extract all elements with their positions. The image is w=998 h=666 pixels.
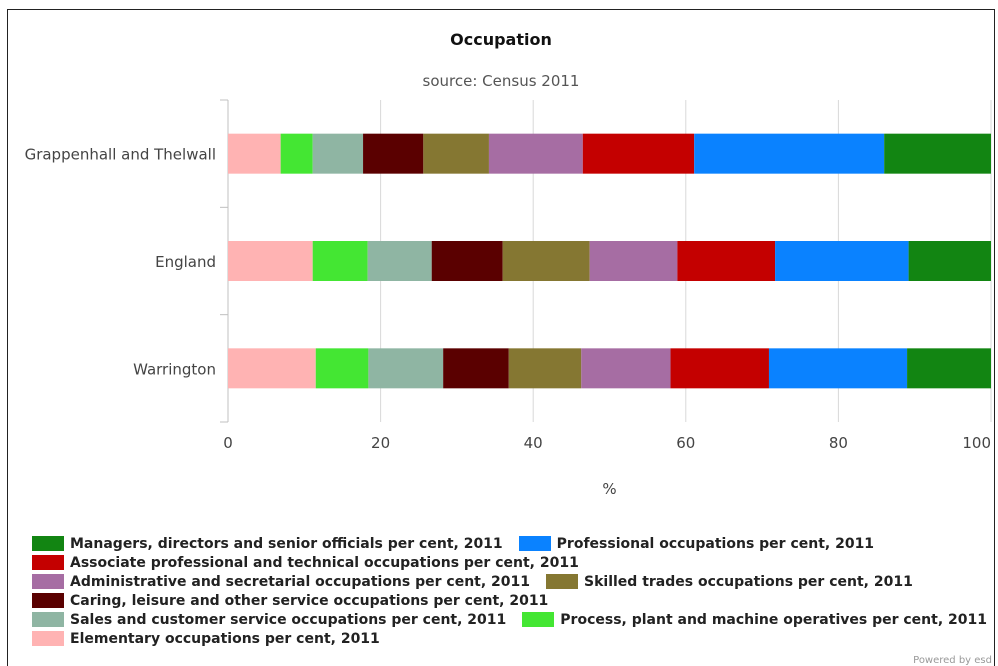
chart-title: Occupation xyxy=(450,30,552,49)
legend-item[interactable]: Associate professional and technical occ… xyxy=(32,555,579,571)
legend-label: Sales and customer service occupations p… xyxy=(70,611,507,628)
legend-item[interactable]: Process, plant and machine operatives pe… xyxy=(522,612,987,628)
legend-row: Sales and customer service occupations p… xyxy=(32,610,992,629)
legend-item[interactable]: Caring, leisure and other service occupa… xyxy=(32,593,548,609)
legend-item[interactable]: Sales and customer service occupations p… xyxy=(32,612,506,628)
category-label: England xyxy=(155,253,216,271)
legend-item[interactable]: Elementary occupations per cent, 2011 xyxy=(32,631,380,647)
chart-frame: Occupation source: Census 2011 Grappenha… xyxy=(7,9,995,666)
bar-segment xyxy=(367,241,432,281)
bar-segment xyxy=(280,133,313,174)
legend-label: Process, plant and machine operatives pe… xyxy=(560,611,987,628)
bar-segment xyxy=(908,241,991,281)
bar-segment xyxy=(363,133,424,174)
bar-segment xyxy=(228,348,316,389)
powered-by-credit: Powered by esd xyxy=(913,655,992,666)
x-tick-label: 20 xyxy=(371,434,390,452)
legend-label: Administrative and secretarial occupatio… xyxy=(70,573,531,590)
bar-segment xyxy=(775,241,909,281)
bar-segment xyxy=(670,348,769,389)
legend-swatch xyxy=(522,612,555,627)
legend-item[interactable]: Professional occupations per cent, 2011 xyxy=(518,535,875,552)
legend-label: Elementary occupations per cent, 2011 xyxy=(70,630,380,647)
legend-label: Caring, leisure and other service occupa… xyxy=(70,592,549,609)
bar-segment xyxy=(694,133,885,174)
x-tick-label: 60 xyxy=(676,434,695,452)
legend-item[interactable]: Skilled trades occupations per cent, 201… xyxy=(546,574,913,590)
legend-item[interactable]: Managers, directors and senior officials… xyxy=(32,536,503,552)
category-label: Warrington xyxy=(133,360,216,378)
bar-segment xyxy=(228,241,313,281)
legend-row: Administrative and secretarial occupatio… xyxy=(32,572,992,591)
legend-item[interactable]: Administrative and secretarial occupatio… xyxy=(32,574,530,590)
bar-segment xyxy=(589,241,678,281)
chart-plot: Grappenhall and Thelwall England Warringto… xyxy=(25,99,992,498)
bar-segment xyxy=(768,348,908,389)
legend-label: Associate professional and technical occ… xyxy=(70,554,579,571)
bar-segment xyxy=(581,348,671,389)
bar-segment xyxy=(368,348,444,389)
legend-label: Managers, directors and senior officials… xyxy=(70,535,503,552)
x-tick-label: 0 xyxy=(223,434,233,452)
bar-segment xyxy=(312,241,368,281)
legend-swatch xyxy=(32,593,64,608)
bar-segment xyxy=(508,348,582,389)
legend-swatch xyxy=(518,536,551,551)
legend-label: Skilled trades occupations per cent, 201… xyxy=(584,573,913,590)
bar-segment xyxy=(423,133,489,174)
bar-segment xyxy=(315,348,369,389)
bar-segment xyxy=(443,348,509,389)
bar-segment xyxy=(502,241,590,281)
bar-segment xyxy=(431,241,503,281)
bar-segment xyxy=(228,133,281,174)
bar-segment xyxy=(582,133,695,174)
legend-row: Associate professional and technical occ… xyxy=(32,553,992,572)
x-tick-label: 40 xyxy=(524,434,543,452)
bar-segment xyxy=(488,133,583,174)
legend-row: Managers, directors and senior officials… xyxy=(32,534,992,553)
chart-subtitle: source: Census 2011 xyxy=(422,72,580,90)
bar-segment xyxy=(312,133,364,174)
legend-swatch xyxy=(546,574,579,589)
legend-swatch xyxy=(32,574,64,589)
bar-segment xyxy=(907,348,991,389)
legend-swatch xyxy=(32,612,64,627)
chart-legend: Managers, directors and senior officials… xyxy=(32,534,992,648)
x-tick-label: 80 xyxy=(829,434,848,452)
x-axis-label: % xyxy=(602,480,616,498)
legend-row: Caring, leisure and other service occupa… xyxy=(32,591,992,610)
x-tick-label: 100 xyxy=(962,434,991,452)
category-label: Grappenhall and Thelwall xyxy=(25,146,216,164)
legend-label: Professional occupations per cent, 2011 xyxy=(556,535,875,552)
legend-row: Elementary occupations per cent, 2011 xyxy=(32,629,992,648)
legend-swatch xyxy=(32,536,64,551)
legend-swatch xyxy=(32,555,64,570)
legend-swatch xyxy=(32,631,64,646)
bar-segment xyxy=(884,133,991,174)
bar-segment xyxy=(677,241,776,281)
